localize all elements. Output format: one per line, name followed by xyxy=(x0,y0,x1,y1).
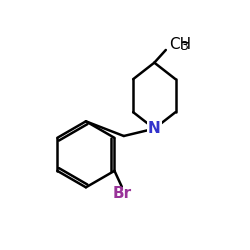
Text: Br: Br xyxy=(113,186,132,201)
Text: N: N xyxy=(148,121,161,136)
Text: 3: 3 xyxy=(180,40,188,53)
Text: CH: CH xyxy=(169,37,191,52)
